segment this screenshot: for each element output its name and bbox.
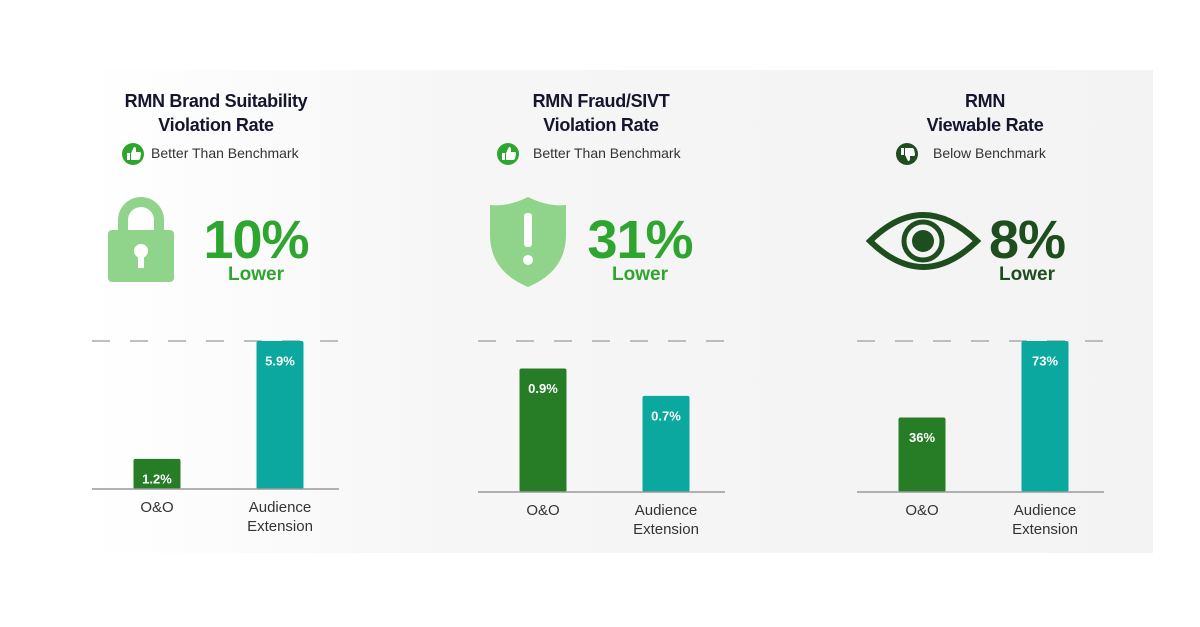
stat-value: 8% xyxy=(988,210,1066,270)
value-label: 5.9% xyxy=(265,353,295,368)
chart-title: RMN Viewable Rate xyxy=(926,91,1044,135)
bar xyxy=(133,458,181,489)
thumb-up-icon xyxy=(122,143,144,165)
thumb-up-icon xyxy=(497,143,519,165)
x-tick-label: Audience Extension xyxy=(1012,502,1078,538)
stat-value: 10% xyxy=(203,210,309,270)
bar xyxy=(519,368,567,492)
stat-label: Lower xyxy=(228,264,284,285)
x-tick-label: Audience Extension xyxy=(247,499,313,535)
x-tick-label: O&O xyxy=(905,502,939,519)
chart-title: RMN Brand Suitability Violation Rate xyxy=(124,91,308,135)
bar xyxy=(256,341,304,489)
lock-icon xyxy=(108,197,174,282)
bar xyxy=(642,395,690,492)
bar xyxy=(898,417,946,492)
x-tick-label: O&O xyxy=(526,502,560,519)
stat-value: 31% xyxy=(587,210,693,270)
stat-label: Lower xyxy=(612,264,668,285)
value-label: 1.2% xyxy=(142,471,172,486)
value-label: 73% xyxy=(1032,353,1058,368)
thumb-down-icon xyxy=(896,143,918,165)
eye-icon xyxy=(865,212,982,270)
badge-label: Better Than Benchmark xyxy=(533,145,681,161)
stat-label: Lower xyxy=(999,264,1055,285)
value-label: 36% xyxy=(909,430,935,445)
x-tick-label: O&O xyxy=(140,499,174,516)
value-label: 0.9% xyxy=(528,381,558,396)
chart-title: RMN Fraud/SIVT Violation Rate xyxy=(532,91,670,135)
badge-label: Better Than Benchmark xyxy=(151,145,299,161)
value-label: 0.7% xyxy=(651,408,681,423)
x-tick-label: Audience Extension xyxy=(633,502,699,538)
badge-label: Below Benchmark xyxy=(933,145,1046,161)
bar xyxy=(1021,341,1069,492)
shield-icon xyxy=(490,197,566,287)
